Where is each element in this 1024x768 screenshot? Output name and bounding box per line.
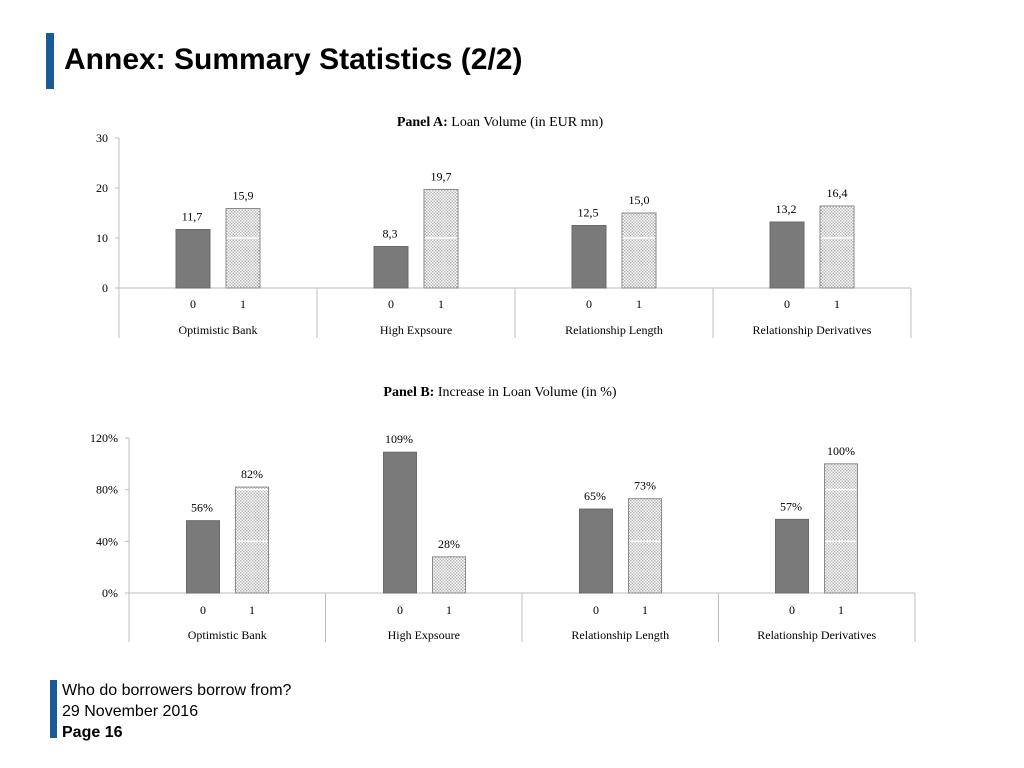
- sub-category-label: 0: [388, 297, 394, 311]
- group-label-relationship-derivatives: Relationship Derivatives: [757, 628, 876, 642]
- bar-optimistic-bank-1: [225, 208, 261, 289]
- chart-title-text: Increase in Loan Volume (in %): [438, 385, 617, 400]
- group-label-optimistic-bank: Optimistic Bank: [188, 628, 267, 642]
- chart-title-prefix: Panel A:: [397, 115, 451, 130]
- data-label: 109%: [385, 432, 413, 446]
- data-label: 11,7: [182, 210, 203, 224]
- bar-high-expsoure-0: [383, 451, 417, 594]
- bar-relationship-length-0: [579, 508, 613, 594]
- y-tick-label: 0%: [102, 586, 118, 600]
- group-label-high-expsoure: High Expsoure: [380, 323, 452, 337]
- chart-title: Panel B: Increase in Loan Volume (in %): [383, 385, 616, 400]
- sub-category-label: 0: [593, 603, 599, 617]
- data-label: 82%: [241, 467, 263, 481]
- data-label: 57%: [780, 499, 802, 513]
- data-label: 16,4: [827, 186, 848, 200]
- chart-title: Panel A: Loan Volume (in EUR mn): [397, 115, 604, 130]
- sub-category-label: 0: [397, 603, 403, 617]
- bar-optimistic-bank-1: [235, 486, 269, 594]
- footer-date: 29 November 2016: [62, 703, 199, 720]
- chart-panel-b: Panel B: Increase in Loan Volume (in %) 0…: [90, 385, 916, 642]
- footer: Who do borrowers borrow from? 29 Novembe…: [62, 680, 291, 743]
- bar-optimistic-bank-0: [175, 229, 211, 289]
- y-tick-label: 10: [96, 231, 108, 245]
- data-label: 73%: [634, 479, 656, 493]
- sub-category-label: 0: [789, 603, 795, 617]
- bar-relationship-length-0: [571, 225, 607, 289]
- data-label: 100%: [827, 444, 855, 458]
- data-label: 28%: [438, 537, 460, 551]
- y-tick-label: 20: [96, 181, 108, 195]
- group-label-relationship-length: Relationship Length: [571, 628, 669, 642]
- sub-category-label: 1: [636, 297, 642, 311]
- sub-category-label: 0: [200, 603, 206, 617]
- y-tick-label: 30: [96, 131, 108, 145]
- footer-accent-bar: [50, 680, 57, 738]
- sub-category-label: 1: [834, 297, 840, 311]
- data-label: 56%: [191, 501, 213, 515]
- y-tick-label: 120%: [90, 431, 118, 445]
- page-number: Page 16: [62, 724, 123, 741]
- slide-title: Annex: Summary Statistics (2/2): [64, 43, 523, 76]
- sub-category-label: 1: [642, 603, 648, 617]
- sub-category-label: 1: [249, 603, 255, 617]
- data-label: 12,5: [578, 206, 599, 220]
- data-label: 13,2: [776, 202, 797, 216]
- y-tick-label: 0: [102, 281, 108, 295]
- bar-relationship-derivatives-1: [824, 463, 858, 594]
- chart-title-text: Loan Volume (in EUR mn): [451, 115, 603, 130]
- sub-category-label: 0: [190, 297, 196, 311]
- bar-relationship-length-1: [628, 498, 662, 594]
- group-label-relationship-derivatives: Relationship Derivatives: [753, 323, 872, 337]
- bar-optimistic-bank-0: [186, 520, 220, 594]
- y-tick-label: 80%: [96, 483, 118, 497]
- data-label: 15,9: [233, 189, 254, 203]
- chart-panel-a: Panel A: Loan Volume (in EUR mn)01020301…: [96, 115, 912, 338]
- group-label-relationship-length: Relationship Length: [565, 323, 663, 337]
- chart-title-prefix: Panel B:: [383, 385, 437, 400]
- data-label: 65%: [584, 489, 606, 503]
- bar-high-expsoure-0: [373, 246, 409, 289]
- group-label-high-expsoure: High Expsoure: [388, 628, 460, 642]
- bar-relationship-derivatives-0: [775, 518, 809, 594]
- footer-subtitle: Who do borrowers borrow from?: [62, 682, 292, 699]
- sub-category-label: 1: [838, 603, 844, 617]
- y-tick-label: 40%: [96, 534, 118, 548]
- bar-relationship-derivatives-1: [819, 205, 855, 289]
- data-label: 8,3: [383, 227, 398, 241]
- title-accent-bar: [46, 33, 54, 89]
- sub-category-label: 1: [240, 297, 246, 311]
- sub-category-label: 0: [586, 297, 592, 311]
- sub-category-label: 0: [784, 297, 790, 311]
- sub-category-label: 1: [438, 297, 444, 311]
- bar-relationship-length-1: [621, 212, 657, 289]
- bar-high-expsoure-1: [432, 556, 466, 594]
- sub-category-label: 1: [446, 603, 452, 617]
- data-label: 15,0: [629, 193, 650, 207]
- group-label-optimistic-bank: Optimistic Bank: [179, 323, 258, 337]
- bar-relationship-derivatives-0: [769, 221, 805, 289]
- data-label: 19,7: [431, 170, 452, 184]
